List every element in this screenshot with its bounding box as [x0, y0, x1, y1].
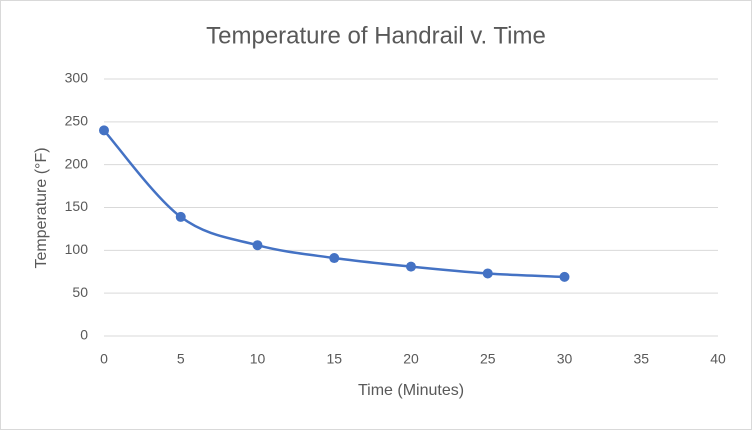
x-tick-label: 30: [557, 351, 573, 367]
x-axis-label: Time (Minutes): [358, 382, 464, 399]
data-point: [559, 271, 570, 282]
data-point: [175, 211, 186, 222]
data-point: [99, 125, 109, 136]
y-tick-label: 150: [65, 198, 89, 214]
y-tick-label: 50: [72, 284, 88, 300]
x-tick-label: 25: [480, 351, 496, 367]
x-tick-label: 0: [100, 351, 108, 367]
y-axis-label: Temperature (°F): [33, 147, 50, 268]
data-point: [482, 268, 493, 279]
x-tick-label: 20: [403, 351, 419, 367]
y-tick-label: 100: [65, 241, 89, 257]
data-point: [329, 253, 340, 264]
x-tick-label: 5: [177, 351, 185, 367]
x-tick-label: 35: [633, 351, 649, 367]
y-tick-label: 300: [65, 70, 89, 86]
x-tick-label: 10: [250, 351, 266, 367]
y-tick-label: 200: [65, 155, 89, 171]
y-tick-label: 250: [65, 113, 89, 129]
x-tick-label: 40: [710, 351, 726, 367]
data-point: [406, 261, 416, 272]
y-tick-label: 0: [80, 327, 88, 343]
chart-title: Temperature of Handrail v. Time: [206, 22, 546, 49]
data-point: [252, 240, 263, 251]
x-tick-label: 15: [326, 351, 342, 367]
